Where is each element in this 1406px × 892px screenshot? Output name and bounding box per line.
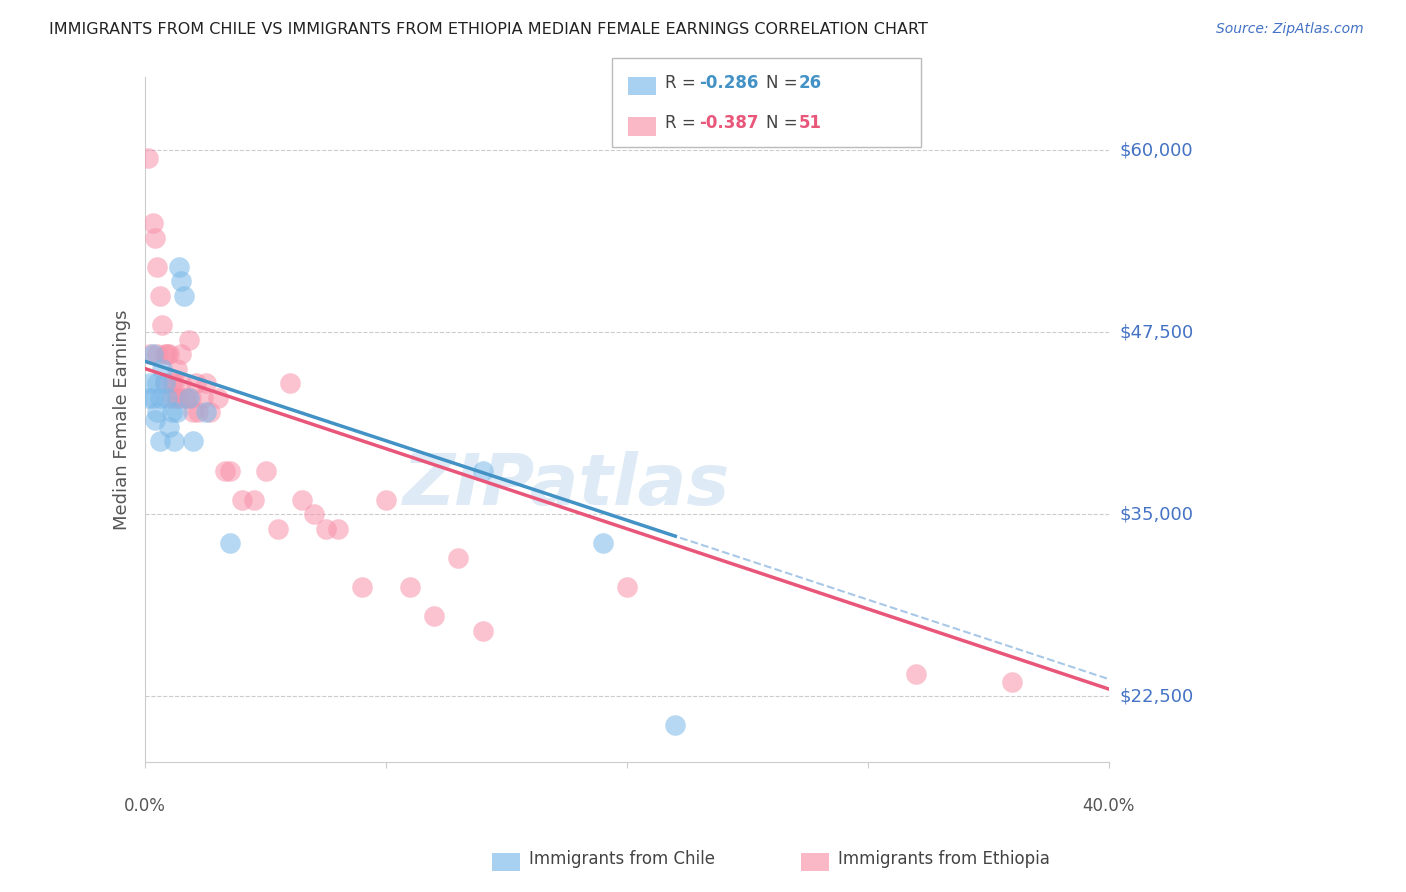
Point [191, 391, 214, 405]
Point [139, 347, 162, 361]
Point [146, 376, 169, 391]
Point [136, 151, 159, 165]
Point [156, 347, 179, 361]
Point [399, 580, 422, 594]
Point [170, 274, 193, 288]
Point [166, 391, 188, 405]
Point [157, 347, 180, 361]
Point [157, 420, 180, 434]
Point [183, 434, 205, 449]
Point [174, 391, 197, 405]
Point [200, 405, 222, 419]
Point [194, 405, 217, 419]
Point [315, 522, 337, 536]
Point [160, 376, 183, 391]
Point [177, 391, 200, 405]
Point [143, 412, 166, 426]
Point [267, 522, 290, 536]
Point [163, 434, 186, 449]
Point [153, 347, 176, 361]
Point [146, 347, 169, 361]
Text: -0.387: -0.387 [699, 114, 758, 132]
Point [207, 391, 229, 405]
Point [302, 508, 325, 522]
Point [471, 464, 494, 478]
Text: Source: ZipAtlas.com: Source: ZipAtlas.com [1216, 22, 1364, 37]
Point [905, 667, 928, 681]
Point [136, 391, 159, 405]
Point [177, 333, 200, 347]
Point [592, 536, 614, 550]
Point [231, 492, 253, 507]
Text: IMMIGRANTS FROM CHILE VS IMMIGRANTS FROM ETHIOPIA MEDIAN FEMALE EARNINGS CORRELA: IMMIGRANTS FROM CHILE VS IMMIGRANTS FROM… [49, 22, 928, 37]
Point [1001, 674, 1024, 689]
Text: $47,500: $47,500 [1121, 323, 1194, 342]
Point [187, 405, 209, 419]
Point [183, 405, 205, 419]
Point [139, 376, 162, 391]
Point [149, 391, 172, 405]
Point [664, 718, 686, 732]
Point [326, 522, 349, 536]
Y-axis label: Median Female Earnings: Median Female Earnings [114, 310, 131, 530]
Point [184, 376, 207, 391]
Point [167, 391, 190, 405]
Point [471, 624, 494, 638]
Point [254, 464, 277, 478]
Point [156, 391, 179, 405]
Point [278, 376, 301, 391]
Point [153, 376, 176, 391]
Text: $22,500: $22,500 [1121, 688, 1194, 706]
Point [163, 376, 186, 391]
Text: R =: R = [665, 74, 702, 92]
Point [150, 318, 173, 332]
Point [170, 376, 193, 391]
Point [166, 361, 188, 376]
Text: $60,000: $60,000 [1121, 141, 1194, 160]
Point [167, 260, 190, 274]
Point [180, 391, 202, 405]
Point [375, 492, 398, 507]
Point [160, 391, 183, 405]
Point [616, 580, 638, 594]
Point [146, 405, 169, 419]
Point [291, 492, 314, 507]
Text: $35,000: $35,000 [1121, 505, 1194, 524]
Text: 0.0%: 0.0% [124, 797, 166, 814]
Point [218, 536, 240, 550]
Point [242, 492, 264, 507]
Text: 51: 51 [799, 114, 821, 132]
Point [447, 551, 470, 566]
Point [194, 376, 217, 391]
Point [352, 580, 374, 594]
Point [143, 230, 166, 244]
Text: ZIPatlas: ZIPatlas [404, 450, 731, 520]
Point [173, 289, 195, 303]
Point [141, 347, 163, 361]
Text: -0.286: -0.286 [699, 74, 758, 92]
Point [218, 464, 240, 478]
Point [149, 434, 172, 449]
Text: Immigrants from Ethiopia: Immigrants from Ethiopia [838, 850, 1050, 868]
Point [166, 405, 188, 419]
Point [170, 347, 193, 361]
Point [141, 391, 163, 405]
Point [160, 405, 183, 419]
Point [141, 216, 163, 230]
Point [150, 361, 173, 376]
Text: Immigrants from Chile: Immigrants from Chile [529, 850, 714, 868]
Point [149, 289, 172, 303]
Point [153, 376, 176, 391]
Text: 40.0%: 40.0% [1083, 797, 1135, 814]
Text: N =: N = [766, 114, 803, 132]
Text: N =: N = [766, 74, 803, 92]
Point [173, 391, 195, 405]
Point [146, 260, 169, 274]
Text: 26: 26 [799, 74, 821, 92]
Text: R =: R = [665, 114, 702, 132]
Point [214, 464, 236, 478]
Point [423, 609, 446, 624]
